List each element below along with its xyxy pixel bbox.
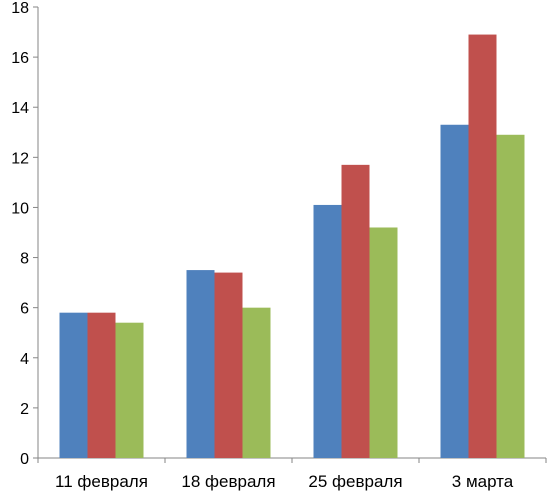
y-tick-label: 0: [20, 451, 29, 468]
y-tick-label: 8: [20, 251, 29, 268]
bars: [59, 34, 525, 459]
axis-labels: 0 2 4 6 8 10 12 14 16 18 11 февраля 18 февраля 25 фе…: [11, 0, 514, 491]
bar: [468, 34, 497, 459]
bar: [313, 204, 342, 458]
bar: [440, 124, 469, 458]
bar: [87, 312, 116, 458]
y-tick-label: 14: [11, 100, 29, 117]
y-tick-label: 18: [11, 0, 29, 17]
y-tick-label: 16: [11, 50, 29, 67]
bar: [496, 134, 525, 459]
y-tick-label: 4: [20, 351, 29, 368]
bar: [186, 270, 215, 458]
bar: [214, 272, 243, 458]
bar: [341, 164, 370, 458]
x-category-label: 3 марта: [452, 472, 514, 491]
bar: [115, 322, 144, 458]
x-category-label: 18 февраля: [181, 472, 275, 491]
bar: [59, 312, 88, 458]
y-tick-label: 2: [20, 401, 29, 418]
x-category-label: 11 февраля: [55, 472, 148, 491]
bar: [369, 227, 398, 458]
y-tick-label: 10: [11, 200, 29, 217]
y-tick-label: 12: [11, 150, 29, 167]
bar: [242, 307, 271, 458]
x-category-label: 25 февраля: [308, 472, 402, 491]
y-tick-label: 6: [20, 301, 29, 318]
